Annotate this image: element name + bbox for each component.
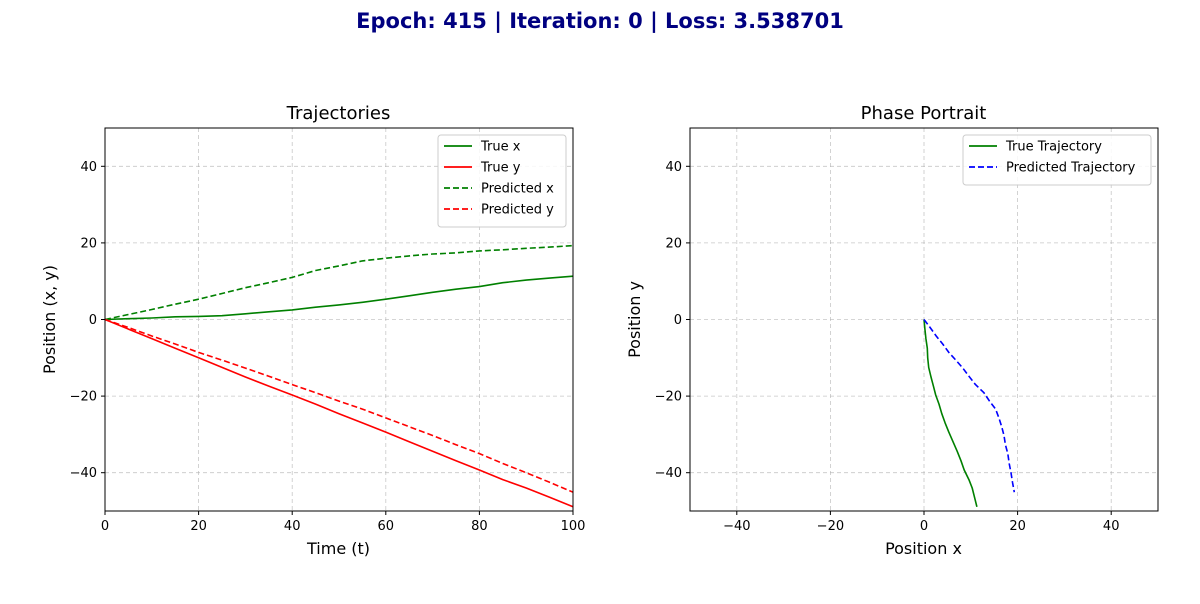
phase-portrait-ytick-label-3: 20: [665, 236, 682, 251]
trajectories-legend-label-0: True x: [480, 140, 521, 155]
trajectories-legend-label-3: Predicted y: [481, 203, 554, 218]
phase-portrait-title: Phase Portrait: [861, 103, 987, 124]
trajectories-ytick-label-0: −40: [70, 466, 97, 481]
trajectories-ylabel: Position (x, y): [40, 265, 59, 374]
trajectories-ytick-label-4: 40: [80, 160, 97, 175]
phase-portrait-chart: Phase Portrait Position x Position y −40…: [625, 103, 1159, 558]
trajectories-xtick-label-0: 0: [101, 519, 109, 534]
phase-portrait-legend: [962, 134, 1152, 186]
phase-portrait-xtick-label-4: 40: [1103, 519, 1120, 534]
trajectories-ytick-label-3: 20: [80, 236, 97, 251]
trajectories-ytick-label-2: 0: [89, 313, 97, 328]
phase-portrait-ytick-label-1: −20: [655, 390, 682, 405]
trajectories-series-3: [104, 318, 574, 493]
trajectories-chart: Trajectories Time (t) Position (x, y) 0 2…: [40, 103, 585, 558]
phase-portrait-series-0: [923, 319, 978, 507]
phase-portrait-xtick-label-3: 20: [1009, 519, 1026, 534]
phase-portrait-legend-label-0: True Trajectory: [1005, 140, 1102, 155]
trajectories-xtick-label-1: 20: [190, 519, 207, 534]
trajectories-xtick-label-2: 40: [284, 519, 301, 534]
phase-portrait-ytick-label-4: 40: [665, 160, 682, 175]
phase-portrait-legend-label-1: Predicted Trajectory: [1006, 161, 1136, 176]
trajectories-title: Trajectories: [286, 103, 391, 124]
phase-portrait-xtick-label-0: −40: [723, 519, 750, 534]
trajectories-series-2: [104, 244, 574, 321]
phase-portrait-ytick-label-0: −40: [655, 466, 682, 481]
phase-portrait-ylabel: Position y: [625, 281, 644, 358]
phase-portrait-xlabel: Position x: [885, 539, 962, 558]
phase-portrait-xtick-label-2: 0: [920, 519, 928, 534]
trajectories-legend-label-1: True y: [480, 161, 521, 176]
phase-portrait-series-1: [923, 319, 1016, 493]
phase-portrait-xtick-label-1: −20: [817, 519, 844, 534]
figure-suptitle: Epoch: 415 | Iteration: 0 | Loss: 3.5387…: [356, 9, 844, 34]
trajectories-xlabel: Time (t): [306, 539, 370, 558]
trajectories-series-0: [104, 275, 574, 321]
phase-portrait-ytick-label-2: 0: [674, 313, 682, 328]
trajectories-xtick-label-5: 100: [561, 519, 586, 534]
trajectories-xtick-label-3: 60: [378, 519, 395, 534]
trajectories-ytick-label-1: −20: [70, 390, 97, 405]
trajectories-series-1: [104, 318, 574, 508]
trajectories-legend: [437, 134, 567, 228]
trajectories-xtick-label-4: 80: [471, 519, 488, 534]
trajectories-legend-label-2: Predicted x: [481, 182, 554, 197]
